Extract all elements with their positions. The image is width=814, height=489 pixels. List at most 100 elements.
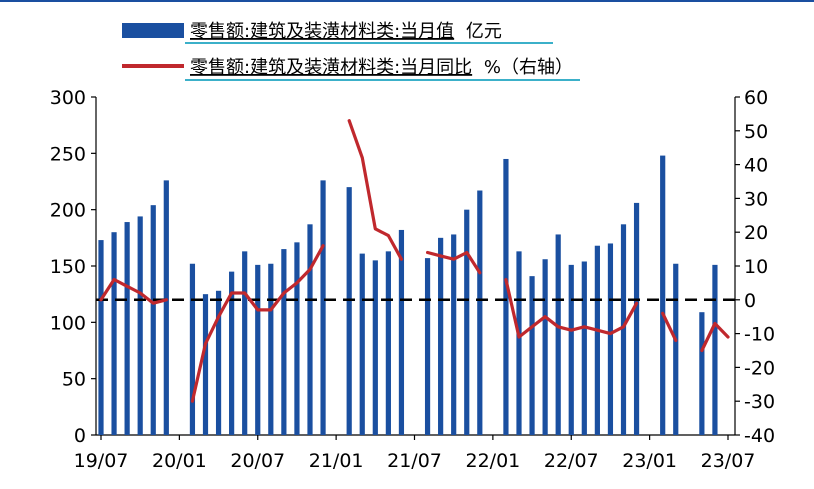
bar (712, 264, 718, 435)
line-segment (347, 119, 403, 261)
right-axis-ticks: 60 50 40 30 20 10 0 -10 -20 -30 -40 (735, 87, 775, 447)
line-point (726, 335, 730, 339)
line-point (596, 328, 599, 332)
line-point (99, 298, 103, 302)
x-tick-label: 21/07 (387, 450, 442, 472)
line-point (465, 251, 469, 254)
line-point (360, 156, 364, 160)
line-point (609, 332, 612, 335)
bar (568, 264, 574, 435)
legend: 零售额:建筑及装潢材料类:当月值 亿元 零售额:建筑及装潢材料类:当月同比 %（… (122, 21, 580, 81)
line-point (569, 328, 573, 332)
left-tick-label: 150 (50, 256, 86, 278)
line-point (138, 291, 142, 295)
bar (529, 276, 535, 435)
line-point (452, 257, 455, 261)
bar (555, 234, 561, 435)
line-point (321, 244, 325, 248)
bar (542, 259, 548, 435)
right-tick-label: 50 (744, 121, 768, 143)
line-point (556, 325, 560, 329)
bar (581, 261, 587, 435)
bar (385, 251, 391, 435)
line-series (99, 119, 730, 403)
legend-item-bar: 零售额:建筑及装潢材料类:当月值 亿元 (122, 21, 553, 44)
left-tick-label: 50 (62, 369, 86, 391)
line-point (622, 325, 625, 329)
left-tick-label: 100 (50, 312, 86, 334)
bar (111, 232, 117, 435)
svg-text:零售额:建筑及装潢材料类:当月值 亿元: 零售额:建筑及装潢材料类:当月值 亿元 (190, 21, 502, 42)
bar (699, 312, 705, 435)
left-axis-ticks: 300 250 200 150 100 50 0 (50, 87, 96, 447)
bar (424, 258, 431, 435)
line-point (308, 268, 312, 271)
bar (229, 271, 235, 435)
right-tick-label: 30 (744, 188, 768, 210)
line-point (426, 251, 429, 254)
bar (281, 249, 287, 435)
bar (163, 180, 169, 435)
line-segment (99, 277, 168, 305)
x-axis-ticks: 19/07 20/01 20/07 21/01 21/07 22/01 22/07 23/01… (74, 435, 756, 472)
bar (294, 242, 300, 435)
right-tick-label: -30 (744, 391, 775, 413)
line-point (269, 308, 273, 312)
line-point (295, 281, 299, 285)
line-point (217, 315, 220, 319)
legend-unit-line: %（右轴） (484, 57, 573, 78)
line-point (230, 291, 233, 295)
line-point (713, 322, 717, 325)
line-point (165, 298, 168, 302)
right-tick-label: 60 (744, 87, 768, 109)
left-tick-label: 200 (50, 200, 86, 222)
line-point (387, 234, 390, 237)
line-point (635, 301, 638, 305)
line-point (125, 284, 129, 288)
bar (607, 243, 614, 435)
bar (451, 234, 457, 435)
bar (673, 263, 679, 435)
bar (372, 260, 378, 435)
bar (359, 253, 365, 435)
line-point (517, 335, 521, 339)
bar (594, 245, 600, 435)
bar (268, 263, 274, 435)
legend-swatch-bar (122, 23, 184, 38)
line-point (661, 312, 664, 315)
x-tick-label: 19/07 (74, 450, 129, 472)
x-tick-label: 22/01 (465, 450, 520, 472)
x-tick-label: 23/07 (701, 450, 756, 472)
line-point (191, 399, 194, 403)
line-point (583, 325, 586, 329)
bar (215, 290, 222, 435)
legend-label-bar: 零售额:建筑及装潢材料类:当月值 (190, 21, 454, 42)
line-point (243, 291, 246, 295)
line-point (700, 349, 704, 352)
right-tick-label: 20 (744, 222, 768, 244)
right-tick-label: 0 (744, 290, 756, 312)
legend-item-line: 零售额:建筑及装潢材料类:当月同比 %（右轴） (122, 57, 580, 81)
x-tick-label: 20/07 (230, 450, 285, 472)
bar (516, 251, 522, 435)
bar (660, 155, 666, 435)
line-point (439, 254, 442, 258)
bar (150, 205, 156, 435)
x-tick-label: 22/07 (544, 450, 599, 472)
line-point (674, 339, 678, 342)
left-tick-label: 300 (50, 87, 86, 109)
bar (346, 187, 352, 435)
line-point (543, 315, 547, 319)
right-tick-label: -20 (744, 357, 775, 379)
bar (202, 294, 209, 435)
x-tick-label: 21/01 (309, 450, 364, 472)
svg-text:零售额:建筑及装潢材料类:当月同比 %（: 零售额:建筑及装潢材料类:当月同比 %（右轴） (190, 57, 573, 78)
bar (242, 251, 248, 435)
line-point (374, 227, 377, 231)
bar (124, 222, 130, 435)
line-point (478, 271, 482, 275)
legend-label-line: 零售额:建筑及装潢材料类:当月同比 (190, 57, 472, 78)
